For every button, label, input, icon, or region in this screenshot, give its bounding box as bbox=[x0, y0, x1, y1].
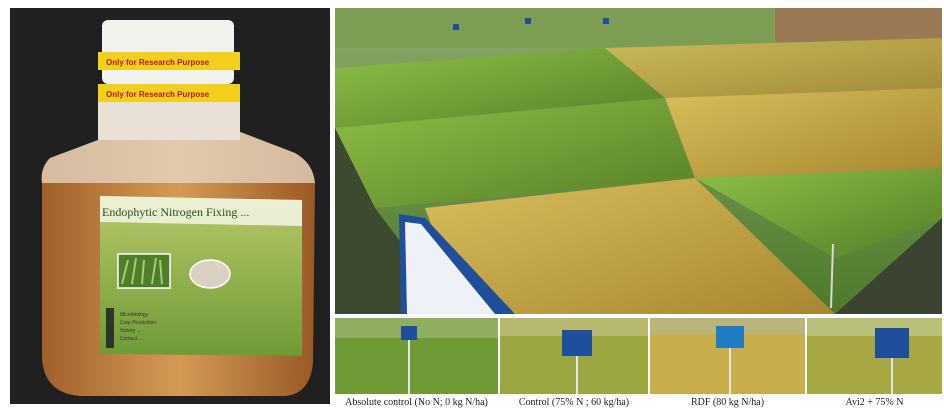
treatment-caption-2: Control (75% N ; 60 kg/ha) bbox=[518, 397, 630, 408]
tape-text-upper: Only for Research Purpose bbox=[106, 58, 210, 67]
water-channel bbox=[335, 128, 455, 314]
treatment-caption-1: Absolute control (No N; 0 kg N/ha) bbox=[345, 397, 488, 408]
plot-foreground-golden bbox=[425, 178, 835, 314]
label-photo-petri bbox=[189, 259, 231, 289]
plot-middle-right bbox=[665, 88, 942, 178]
bottle-neck bbox=[98, 100, 240, 140]
bottle-photo: Only for Research Purpose Only for Resea… bbox=[10, 8, 330, 404]
treatment-sign-4 bbox=[875, 328, 909, 358]
treatment-caption-4: Avi2 + 75% N bbox=[845, 397, 904, 408]
treatment-sign-3 bbox=[716, 326, 744, 348]
treatment-photo-3-illustration bbox=[650, 318, 805, 394]
label-line-2: Crop Production bbox=[120, 320, 156, 326]
bottle-illustration: Only for Research Purpose Only for Resea… bbox=[10, 8, 330, 404]
treatment-photo-rdf bbox=[650, 318, 805, 394]
treatment-sign-1 bbox=[401, 326, 417, 340]
signboard-foreground bbox=[399, 214, 515, 314]
signboard-distant-2 bbox=[525, 18, 531, 24]
treatment-photo-1-illustration bbox=[335, 318, 498, 394]
cap-tape-lower bbox=[98, 84, 240, 102]
treatment-photo-2-illustration bbox=[500, 318, 648, 394]
treatment-photo-control bbox=[500, 318, 648, 394]
treatment-sign-2 bbox=[562, 330, 592, 356]
treatment-photo-4-illustration bbox=[807, 318, 942, 394]
signboard-distant-1 bbox=[453, 24, 459, 30]
treatment-caption-3: RDF (80 kg N/ha) bbox=[690, 397, 765, 408]
treatment-photo-absolute-control bbox=[335, 318, 498, 394]
plot-upper-right bbox=[605, 38, 942, 98]
tape-text-lower: Only for Research Purpose bbox=[106, 90, 210, 99]
label-title: Endophytic Nitrogen Fixing ... bbox=[102, 205, 249, 219]
signboard-distant-3 bbox=[603, 18, 609, 24]
bottle-label: Endophytic Nitrogen Fixing ... Microbiol… bbox=[100, 196, 302, 356]
rice-field-photo bbox=[335, 8, 942, 314]
label-line-3: Variety ... bbox=[120, 328, 141, 334]
cap-tape-upper bbox=[98, 52, 240, 70]
plot-upper-left bbox=[335, 48, 665, 128]
label-line-1: Microbiology bbox=[120, 312, 149, 318]
treatment-photo-avi2 bbox=[807, 318, 942, 394]
plot-middle-left bbox=[335, 98, 695, 208]
label-line-4: Contact ... bbox=[120, 336, 143, 342]
rice-field-illustration bbox=[335, 8, 942, 314]
plot-foreground-green bbox=[695, 168, 942, 258]
